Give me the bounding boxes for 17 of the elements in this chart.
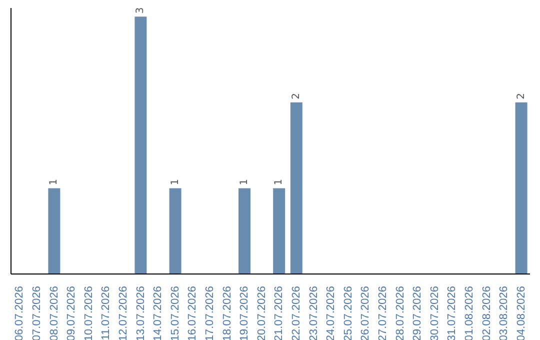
data-label: 1 [48, 178, 60, 186]
x-tick-label: 17.07.2026 [204, 286, 216, 340]
x-tick-label: 16.07.2026 [186, 286, 199, 340]
data-label: 1 [170, 178, 181, 186]
data-label: 1 [274, 178, 285, 186]
x-tick-label: 14.07.2026 [152, 286, 164, 340]
x-tick-label: 18.07.2026 [221, 286, 234, 340]
x-tick-label: 10.07.2026 [82, 286, 95, 340]
data-label: 3 [135, 7, 146, 14]
x-tick-label: 15.07.2026 [169, 286, 182, 340]
x-tick-label: 19.07.2026 [238, 286, 251, 340]
x-tick-label: 13.07.2026 [134, 286, 147, 340]
x-tick-label: 12.07.2026 [117, 286, 130, 340]
data-label: 2 [290, 93, 302, 100]
data-label: 2 [516, 93, 527, 100]
data-label: 1 [238, 178, 250, 186]
x-tick-label: 11.07.2026 [100, 286, 112, 340]
